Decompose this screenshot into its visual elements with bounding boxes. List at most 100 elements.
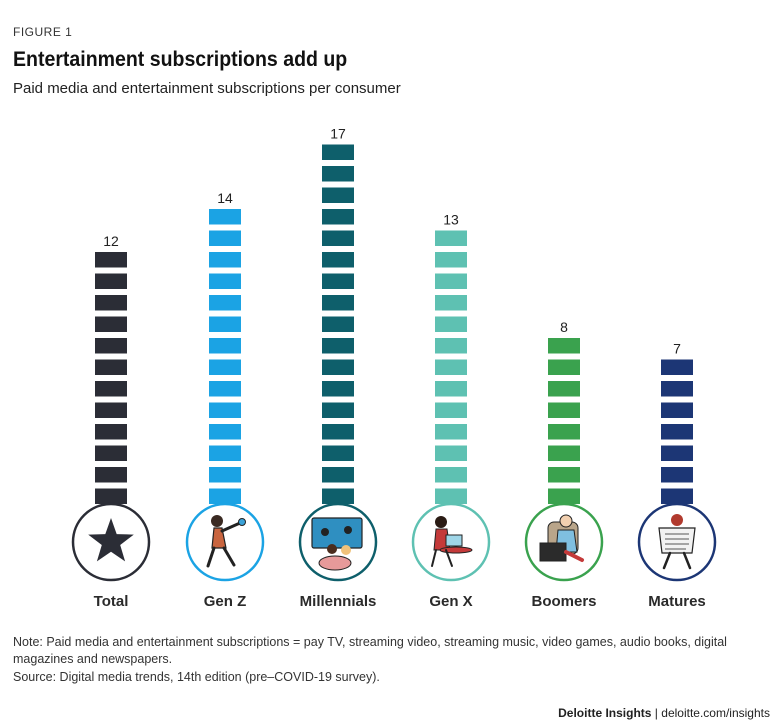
bar-segment [548, 445, 580, 461]
bar-segment [435, 467, 467, 483]
bar-segment [322, 467, 354, 483]
bar-total [95, 252, 127, 504]
bar-segment [661, 402, 693, 418]
bar-segment [435, 381, 467, 397]
bar-segment [548, 424, 580, 440]
bar-segment [322, 187, 354, 203]
bar-segment [209, 230, 241, 246]
bar-segment [95, 338, 127, 354]
bar-segment [548, 488, 580, 504]
bar-segment [661, 467, 693, 483]
chart-source: Source: Digital media trends, 14th editi… [13, 670, 380, 684]
footer-credit: Deloitte Insights | deloitte.com/insight… [558, 706, 770, 720]
bar-boomers [548, 338, 580, 504]
bar-segment [209, 273, 241, 289]
bar-segment [661, 445, 693, 461]
bar-segment [548, 402, 580, 418]
category-label: Total [94, 593, 129, 610]
bar-segment [95, 359, 127, 375]
bar-segment [661, 359, 693, 375]
category-label: Millennials [300, 593, 377, 610]
icons-group [71, 502, 717, 582]
bar-segment [209, 424, 241, 440]
value-label: 8 [560, 319, 568, 335]
footer-brand: Deloitte Insights [558, 706, 652, 720]
bar-segment [322, 338, 354, 354]
bar-segment [322, 488, 354, 504]
bar-segment [209, 402, 241, 418]
bar-segment [435, 488, 467, 504]
category-label: Gen Z [204, 593, 247, 610]
person-reading-newspaper-icon [637, 502, 717, 582]
bar-matures [661, 359, 693, 504]
bar-gen-z [209, 209, 241, 504]
bar-segment [95, 273, 127, 289]
bar-gen-x [435, 230, 467, 504]
bar-segment [209, 209, 241, 225]
category-label: Boomers [531, 593, 596, 610]
footer-url: deloitte.com/insights [661, 706, 770, 720]
bar-segment [548, 381, 580, 397]
bar-segment [95, 445, 127, 461]
bar-segment [435, 338, 467, 354]
value-label: 14 [217, 190, 233, 206]
star-icon [71, 502, 151, 582]
bar-segment [322, 402, 354, 418]
person-punching-icon [185, 502, 265, 582]
bar-segment [435, 402, 467, 418]
bar-segment [95, 467, 127, 483]
bar-segment [548, 467, 580, 483]
chart-title: Entertainment subscriptions add up [13, 48, 348, 71]
bar-segment [322, 424, 354, 440]
labels-group: 12 Total 14 Gen Z 17 Millennials 13 Gen X 8 Boome… [94, 126, 706, 611]
woman-on-laptop-icon [411, 502, 491, 582]
bar-segment [661, 424, 693, 440]
chart-subtitle: Paid media and entertainment subscriptio… [13, 80, 401, 97]
bar-segment [322, 445, 354, 461]
bar-segment [435, 252, 467, 268]
bar-segment [548, 338, 580, 354]
bar-segment [322, 252, 354, 268]
bar-chart: 12 Total 14 Gen Z 17 Millennials 13 Gen X 8 Boome… [71, 126, 717, 611]
bar-segment [322, 230, 354, 246]
bar-segment [435, 424, 467, 440]
bar-millennials [322, 144, 354, 504]
bar-segment [95, 381, 127, 397]
bar-segment [209, 295, 241, 311]
bar-segment [95, 295, 127, 311]
bar-segment [209, 316, 241, 332]
bar-segment [322, 359, 354, 375]
bar-segment [435, 316, 467, 332]
bar-segment [322, 273, 354, 289]
bar-segment [95, 424, 127, 440]
bar-segment [209, 488, 241, 504]
bar-segment [209, 445, 241, 461]
value-label: 13 [443, 212, 459, 228]
chart-note: Note: Paid media and entertainment subsc… [13, 635, 727, 666]
bar-segment [661, 381, 693, 397]
bar-segment [322, 381, 354, 397]
bar-segment [322, 144, 354, 160]
bar-segment [95, 402, 127, 418]
value-label: 12 [103, 233, 119, 249]
bar-segment [209, 252, 241, 268]
bar-segment [435, 295, 467, 311]
bar-segment [209, 338, 241, 354]
bars-group [95, 144, 693, 504]
bar-segment [435, 273, 467, 289]
bar-segment [548, 359, 580, 375]
bar-segment [322, 209, 354, 225]
category-label: Matures [648, 593, 706, 610]
bar-segment [209, 467, 241, 483]
bar-segment [435, 230, 467, 246]
bar-segment [95, 488, 127, 504]
footer-separator: | [654, 706, 658, 720]
bar-segment [95, 316, 127, 332]
category-label: Gen X [429, 593, 472, 610]
bar-segment [322, 316, 354, 332]
bar-segment [661, 488, 693, 504]
bar-segment [435, 359, 467, 375]
figure-label: FIGURE 1 [13, 25, 73, 39]
bar-segment [322, 166, 354, 182]
bar-segment [209, 359, 241, 375]
